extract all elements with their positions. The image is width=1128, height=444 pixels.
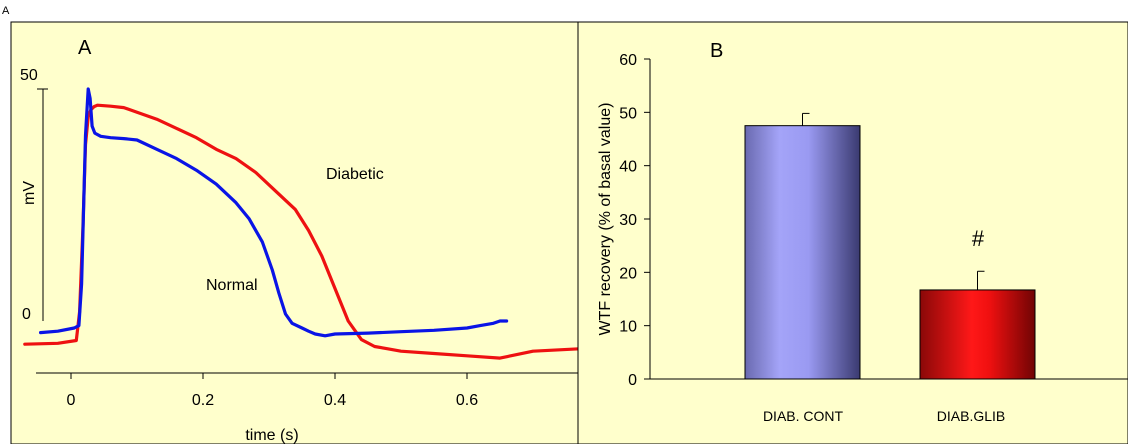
figure-label: A — [2, 5, 10, 17]
panel-b-label: B — [710, 40, 723, 62]
bar-diab-cont — [744, 125, 861, 380]
x-tick-label: 0.2 — [192, 392, 214, 409]
panel-a-label: A — [78, 37, 92, 59]
panel-a-x-ticks: 0 0.2 0.4 0.6 — [67, 373, 478, 409]
x-tick-label: 0 — [67, 392, 76, 409]
panel-a-y-scale-label-0: 0 — [22, 306, 31, 323]
panel-a-background — [10, 21, 579, 444]
annotation-diabetic: Diabetic — [326, 166, 384, 183]
significance-mark: # — [972, 226, 985, 251]
y-tick-label: 10 — [619, 319, 637, 336]
panel-a-y-scale-label-50: 50 — [20, 67, 38, 84]
annotation-normal: Normal — [206, 277, 258, 294]
y-tick-label: 0 — [628, 372, 637, 389]
y-tick-label: 50 — [619, 105, 637, 122]
y-tick-label: 40 — [619, 159, 637, 176]
bar-diab-glib — [919, 289, 1036, 380]
panel-b-y-ticks: 0 10 20 30 40 50 60 — [619, 52, 650, 389]
y-tick-label: 60 — [619, 52, 637, 69]
x-tick-label: 0.4 — [324, 392, 346, 409]
x-tick-label: 0.6 — [456, 392, 478, 409]
category-label-diab-glib: DIAB.GLIB — [937, 408, 1005, 424]
y-tick-label: 30 — [619, 212, 637, 229]
panel-b-bars — [744, 112, 1036, 380]
trace-normal — [39, 87, 509, 338]
panel-b-y-label: WTF recovery (% of basal value) — [597, 103, 614, 336]
panel-a-traces — [23, 87, 581, 360]
panel-a-x-label: time (s) — [245, 427, 298, 444]
y-tick-label: 20 — [619, 265, 637, 282]
panel-a-y-label: mV — [21, 181, 38, 205]
panel-a: 0 0.2 0.4 0.6 50 0 mV time (s) A Diabetic N… — [10, 21, 581, 444]
category-label-diab-cont: DIAB. CONT — [763, 408, 844, 424]
panel-b: 0 10 20 30 40 50 60 WTF recovery (% of basal v… — [577, 21, 1128, 444]
